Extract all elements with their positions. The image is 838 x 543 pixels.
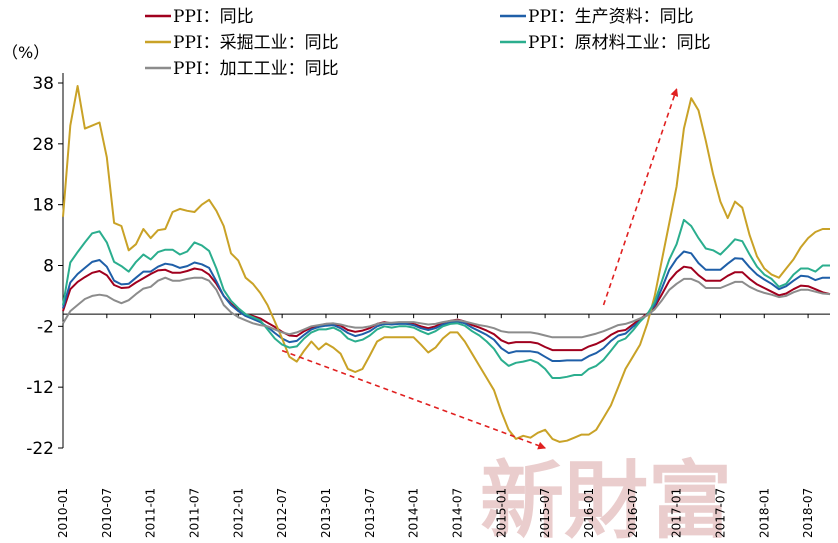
- x-tick-label: 2016-07: [626, 488, 640, 538]
- x-tick-label: 2018-01: [757, 488, 771, 538]
- y-tick-label: 38: [32, 74, 54, 94]
- x-tick-label: 2018-07: [801, 488, 815, 538]
- annotation-arrow-0: [281, 349, 547, 450]
- x-tick-label: 2012-07: [275, 488, 289, 538]
- watermark-text: 新財富: [480, 451, 732, 543]
- legend-label: PPI：采掘工业：同比: [173, 33, 339, 53]
- x-tick-label: 2014-01: [407, 488, 421, 538]
- y-tick-label: -2: [37, 317, 54, 337]
- y-tick-label: 18: [32, 196, 54, 216]
- x-tick-label: 2017-01: [670, 488, 684, 538]
- series-line-0: [62, 265, 831, 352]
- y-tick-label: -22: [26, 439, 54, 459]
- x-tick-label: 2011-07: [187, 488, 201, 538]
- legend-label: PPI：生产资料：同比: [528, 7, 694, 27]
- annotations: [281, 88, 679, 450]
- x-tick-label: 2015-07: [538, 488, 552, 538]
- series-line-2: [62, 85, 830, 443]
- x-tick-label: 2017-07: [713, 488, 727, 538]
- y-tick-label: 28: [32, 135, 54, 155]
- x-tick-label: 2010-01: [56, 488, 70, 538]
- x-tick-label: 2015-01: [494, 488, 508, 538]
- x-tick-label: 2010-07: [100, 488, 114, 538]
- x-tick-label: 2014-07: [450, 488, 464, 538]
- x-tick-label: 2013-07: [363, 488, 377, 538]
- legend: PPI：同比 PPI：生产资料：同比 PPI：采掘工业：同比 PPI：原材料工业：同比…: [145, 7, 711, 79]
- x-tick-label: 2011-01: [144, 488, 158, 538]
- legend-label: PPI：加工工业：同比: [173, 59, 339, 79]
- series-line-4: [62, 276, 831, 339]
- series-line-1: [62, 250, 830, 362]
- series-lines: [62, 85, 831, 443]
- y-tick-label: -12: [26, 378, 54, 398]
- series-line-3: [62, 218, 830, 379]
- x-tick-label: 2012-01: [231, 488, 245, 538]
- y-tick-label: 8: [43, 257, 54, 277]
- x-tick-label: 2016-01: [582, 488, 596, 538]
- annotation-arrow-1: [602, 88, 679, 306]
- legend-label: PPI：原材料工业：同比: [528, 33, 711, 53]
- y-axis-unit-label: （%）: [2, 43, 49, 62]
- axes: 38 28 18 8 -2 -12 -22 2010-01 2010-07 2011-01 2011…: [26, 73, 830, 538]
- x-tick-label: 2013-01: [319, 488, 333, 538]
- legend-label: PPI：同比: [173, 7, 254, 27]
